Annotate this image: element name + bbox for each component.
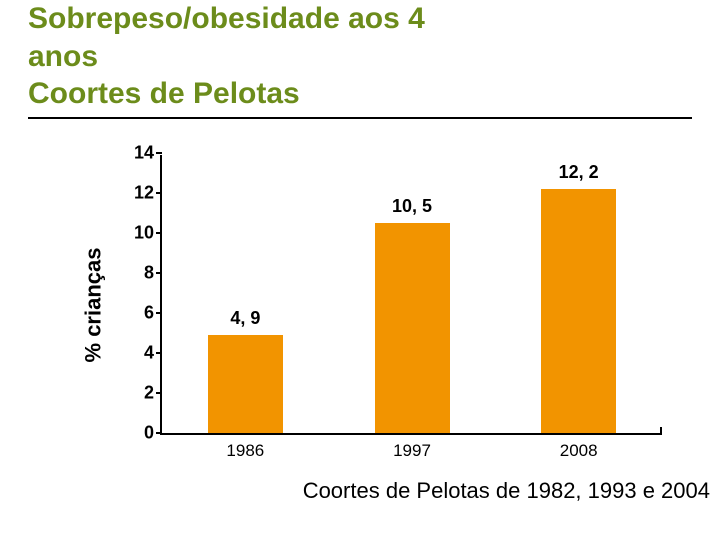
y-tick-mark — [156, 312, 162, 314]
bar: 10, 5 — [375, 223, 450, 433]
y-tick-mark — [156, 432, 162, 434]
bar-chart: % crianças 024681012144, 9198610, 519971… — [40, 145, 680, 465]
title-line-1: Sobrepeso/obesidade aos 4 — [28, 0, 692, 38]
y-tick-mark — [156, 192, 162, 194]
y-axis-label: % crianças — [80, 247, 106, 362]
bar-value-label: 4, 9 — [230, 308, 260, 329]
y-tick-mark — [156, 272, 162, 274]
title-block: Sobrepeso/obesidade aos 4 anos Coortes d… — [0, 0, 720, 123]
bar: 12, 2 — [541, 189, 616, 433]
bar: 4, 9 — [208, 335, 283, 433]
footer-caption: Coortes de Pelotas de 1982, 1993 e 2004 — [303, 478, 710, 504]
bar-value-label: 12, 2 — [559, 162, 599, 183]
x-tick-label: 2008 — [560, 441, 598, 461]
plot-area: 024681012144, 9198610, 5199712, 22008 — [160, 155, 660, 435]
title-underline — [28, 117, 692, 119]
title-line-2: anos — [28, 38, 692, 76]
y-tick-mark — [156, 392, 162, 394]
x-tick-label: 1986 — [226, 441, 264, 461]
x-tick-label: 1997 — [393, 441, 431, 461]
y-tick-mark — [156, 152, 162, 154]
y-tick-mark — [156, 232, 162, 234]
title-line-3: Coortes de Pelotas — [28, 75, 692, 113]
x-axis-end-tick — [660, 427, 662, 435]
bar-value-label: 10, 5 — [392, 196, 432, 217]
y-tick-mark — [156, 352, 162, 354]
